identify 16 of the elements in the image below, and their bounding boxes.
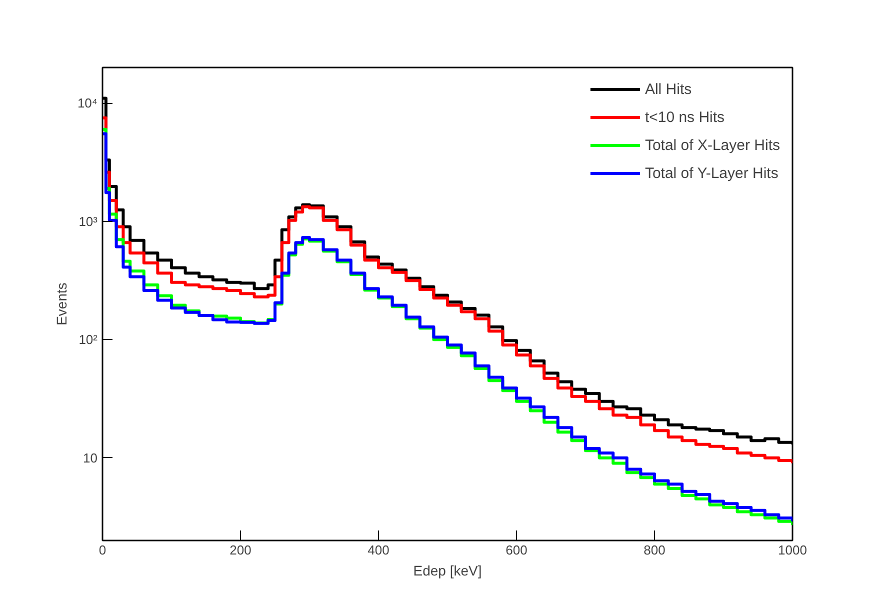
legend-label: t<10 ns Hits [644, 108, 725, 126]
legend-label: Total of Y-Layer Hits [644, 164, 778, 182]
y-tick-label: 10 [83, 450, 98, 466]
x-tick-label: 200 [230, 542, 252, 558]
x-tick-label: 400 [368, 542, 390, 558]
legend-label: All Hits [644, 80, 692, 98]
x-tick-label: 600 [506, 542, 528, 558]
legend-label: Total of X-Layer Hits [644, 136, 780, 154]
y-tick-label: 10⁴ [77, 96, 98, 111]
x-tick-label: 800 [644, 542, 666, 558]
y-tick-label: 10² [78, 332, 98, 348]
x-tick-label: 1000 [778, 542, 807, 558]
x-tick-label: 0 [98, 542, 106, 558]
x-axis-title: Edep [keV] [413, 562, 482, 578]
y-tick-label: 10³ [78, 214, 98, 229]
y-axis-title: Events [53, 282, 70, 326]
